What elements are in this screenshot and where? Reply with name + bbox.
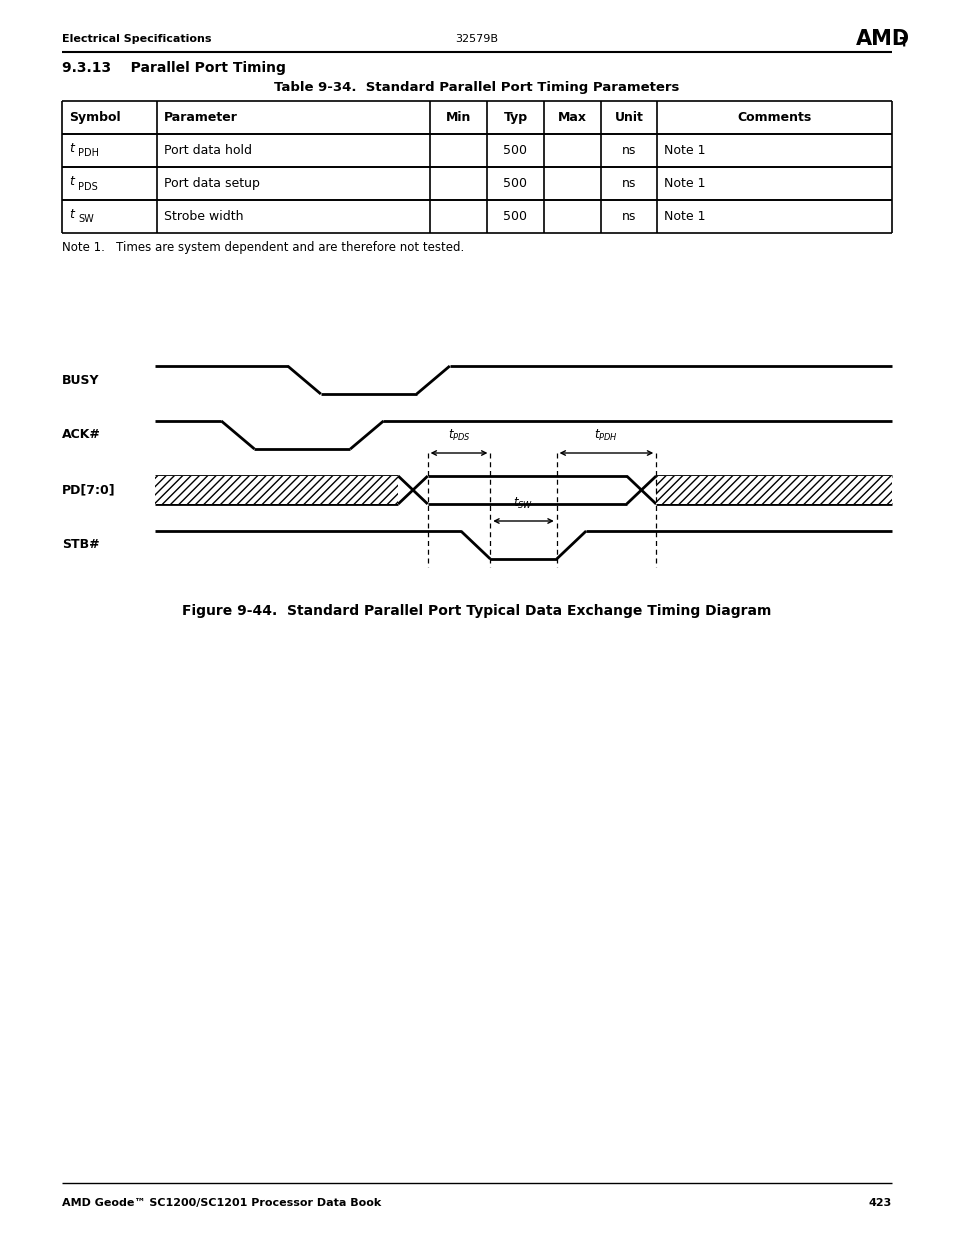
Text: ACK#: ACK#	[62, 429, 101, 441]
Text: 423: 423	[868, 1198, 891, 1208]
Text: Note 1: Note 1	[663, 144, 705, 157]
Text: 9.3.13    Parallel Port Timing: 9.3.13 Parallel Port Timing	[62, 61, 286, 75]
Text: ns: ns	[621, 177, 636, 190]
Text: ns: ns	[621, 144, 636, 157]
Text: $t_{SW}$: $t_{SW}$	[513, 496, 533, 511]
Text: 500: 500	[503, 144, 527, 157]
Text: PDH: PDH	[78, 148, 99, 158]
Text: BUSY: BUSY	[62, 373, 99, 387]
Text: AMD Geode™ SC1200/SC1201 Processor Data Book: AMD Geode™ SC1200/SC1201 Processor Data …	[62, 1198, 381, 1208]
Text: $t_{PDS}$: $t_{PDS}$	[447, 427, 470, 443]
Text: ns: ns	[621, 210, 636, 224]
Text: SW: SW	[78, 215, 93, 225]
Text: t: t	[69, 175, 73, 188]
Text: ┓: ┓	[898, 32, 906, 46]
Text: $t_{PDH}$: $t_{PDH}$	[594, 427, 618, 443]
Text: t: t	[69, 142, 73, 156]
Text: Comments: Comments	[737, 111, 811, 124]
Text: Parameter: Parameter	[164, 111, 237, 124]
Text: STB#: STB#	[62, 538, 99, 552]
Text: Symbol: Symbol	[69, 111, 120, 124]
Text: Note 1: Note 1	[663, 210, 705, 224]
Text: Electrical Specifications: Electrical Specifications	[62, 35, 212, 44]
Text: PDS: PDS	[78, 182, 97, 191]
Text: t: t	[69, 207, 73, 221]
Text: Figure 9-44.  Standard Parallel Port Typical Data Exchange Timing Diagram: Figure 9-44. Standard Parallel Port Typi…	[182, 604, 771, 618]
Text: Typ: Typ	[503, 111, 527, 124]
Text: Note 1: Note 1	[663, 177, 705, 190]
Text: Port data setup: Port data setup	[164, 177, 259, 190]
Text: 500: 500	[503, 177, 527, 190]
Text: Table 9-34.  Standard Parallel Port Timing Parameters: Table 9-34. Standard Parallel Port Timin…	[274, 80, 679, 94]
Text: 500: 500	[503, 210, 527, 224]
Text: Unit: Unit	[614, 111, 642, 124]
Text: Min: Min	[445, 111, 471, 124]
Bar	[154, 475, 397, 504]
Text: Max: Max	[558, 111, 586, 124]
Text: AMD: AMD	[855, 28, 909, 49]
Text: Note 1.   Times are system dependent and are therefore not tested.: Note 1. Times are system dependent and a…	[62, 241, 464, 253]
Text: Port data hold: Port data hold	[164, 144, 252, 157]
Text: PD[7:0]: PD[7:0]	[62, 483, 115, 496]
Text: Strobe width: Strobe width	[164, 210, 243, 224]
Bar	[656, 475, 891, 504]
Text: 32579B: 32579B	[455, 35, 498, 44]
